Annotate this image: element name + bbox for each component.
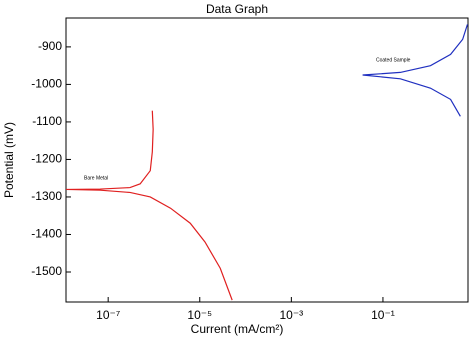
x-tick-label: 10⁻¹: [371, 308, 395, 322]
y-tick-label: -1500: [31, 264, 62, 278]
y-tick-label: -1200: [31, 152, 62, 166]
series-label: Coated Sample: [376, 57, 411, 63]
series-label: Bare Metal: [84, 175, 108, 181]
y-tick-label: -900: [38, 39, 62, 53]
chart-title: Data Graph: [206, 2, 268, 16]
x-tick-label: 10⁻⁷: [96, 308, 120, 322]
data-line: [65, 110, 233, 301]
y-tick-label: -1000: [31, 77, 62, 91]
y-axis-label: Potential (mV): [2, 122, 16, 198]
plot-frame: [65, 17, 469, 303]
y-tick-label: -1400: [31, 227, 62, 241]
x-tick-label: 10⁻³: [280, 308, 304, 322]
data-line: [362, 24, 469, 117]
x-tick-label: 10⁻⁵: [187, 308, 212, 322]
x-axis-label: Current (mA/cm²): [191, 322, 284, 336]
y-tick-label: -1100: [32, 114, 62, 128]
y-tick-label: -1300: [31, 189, 62, 203]
